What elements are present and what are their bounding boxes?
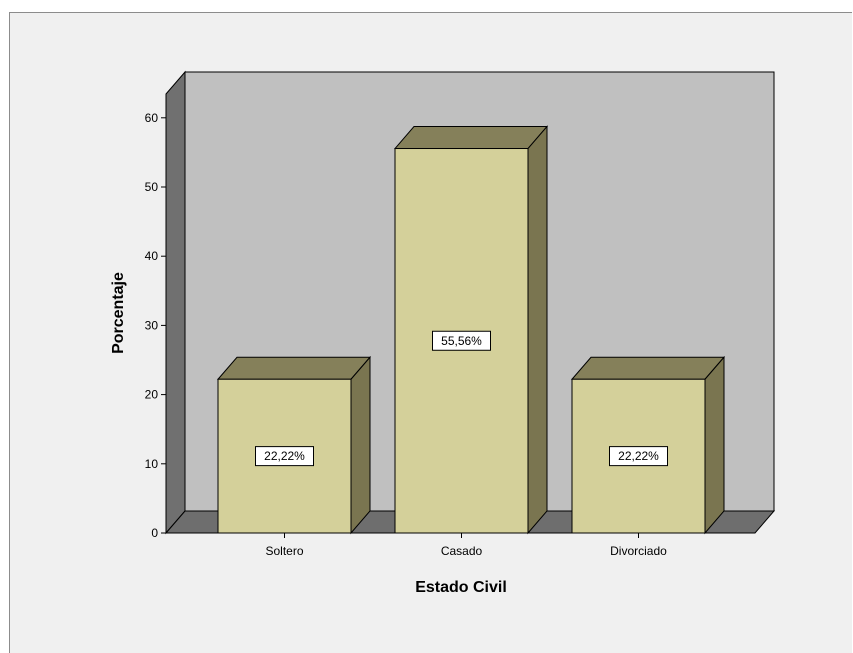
data-label: 22,22% [264, 449, 305, 463]
y-tick-label: 60 [145, 111, 159, 125]
bar-casado: 55,56% [393, 125, 549, 535]
bar-divorciado: 22,22% [570, 355, 726, 535]
y-tick-label: 10 [145, 457, 159, 471]
bar-side-face [704, 355, 725, 535]
bar-top-face [570, 356, 726, 380]
bar-side-face [350, 355, 371, 535]
y-tick-label: 30 [145, 318, 159, 332]
bar-side-face [527, 125, 548, 535]
data-label-box [432, 330, 491, 351]
bars-group: 22,22% 55,56% 22,22% [216, 125, 726, 535]
x-tick-label: Divorciado [610, 544, 667, 558]
y-tick-label: 20 [145, 388, 159, 402]
data-label: 22,22% [618, 449, 659, 463]
y-tick-label: 50 [145, 180, 159, 194]
y-axis-title: Porcentaje [110, 272, 127, 354]
chart-side-wall [165, 70, 186, 535]
y-axis: 0 10 20 30 40 50 60 [145, 109, 167, 540]
y-tick-label: 0 [151, 526, 158, 540]
data-label: 55,56% [441, 334, 482, 348]
data-label-box [609, 446, 668, 467]
x-tick-label: Casado [441, 544, 483, 558]
x-axis: Soltero Casado Divorciado [265, 533, 667, 558]
x-tick-label: Soltero [265, 544, 303, 558]
bar-soltero: 22,22% [216, 355, 372, 535]
x-axis-title: Estado Civil [415, 579, 507, 596]
bar-top-face [216, 356, 372, 380]
bar-top-face [393, 126, 549, 150]
y-tick-label: 40 [145, 249, 159, 263]
data-label-box [255, 446, 314, 467]
